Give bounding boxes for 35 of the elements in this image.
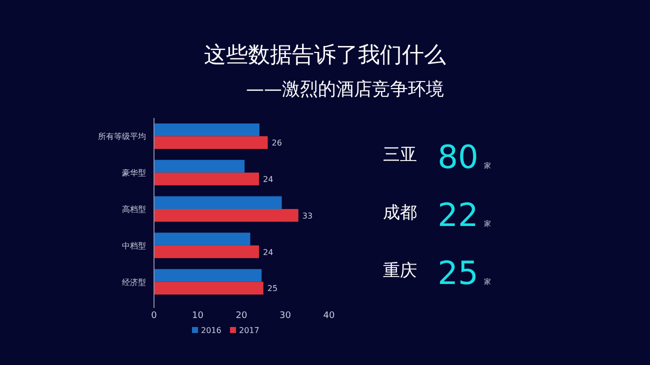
bar — [154, 136, 268, 149]
bar — [154, 209, 298, 222]
y-tick-label: 中档型 — [122, 241, 146, 250]
y-tick-label: 经济型 — [122, 278, 146, 287]
bar — [154, 245, 259, 258]
x-tick-label: 0 — [151, 311, 158, 321]
y-tick-label: 高档型 — [122, 205, 146, 214]
x-tick-label: 20 — [236, 311, 248, 321]
bar — [154, 282, 264, 295]
category-label: 成都 — [383, 203, 417, 223]
data-label: 24 — [263, 248, 274, 257]
data-label: 25 — [438, 254, 478, 292]
data-label: 22 — [438, 196, 478, 234]
bar — [154, 160, 245, 173]
data-label: 24 — [263, 174, 274, 184]
category-label: 重庆 — [383, 261, 417, 281]
data-label: 80 — [438, 138, 478, 176]
chart-title: 这些数据告诉了我们什么 — [204, 43, 446, 68]
category-label: 三亚 — [383, 145, 417, 165]
y-tick-label: 所有等级平均 — [98, 132, 146, 142]
data-label: 33 — [302, 211, 313, 220]
y-tick-label: 豪华型 — [122, 168, 146, 178]
x-tick-label: 10 — [192, 311, 204, 321]
x-tick-label: 40 — [323, 311, 335, 321]
legend-label: 2016 — [201, 326, 222, 335]
bar — [154, 269, 262, 282]
data-label: 25 — [267, 284, 278, 294]
legend-label: 2017 — [239, 326, 260, 335]
x-tick-label: 30 — [280, 311, 292, 321]
chart-subtitle: ——激烈的酒店竞争环境 — [246, 79, 444, 100]
bar — [154, 172, 259, 186]
bar — [154, 123, 260, 136]
data-label: 26 — [272, 138, 282, 148]
bar — [154, 232, 250, 246]
bar — [154, 196, 282, 209]
